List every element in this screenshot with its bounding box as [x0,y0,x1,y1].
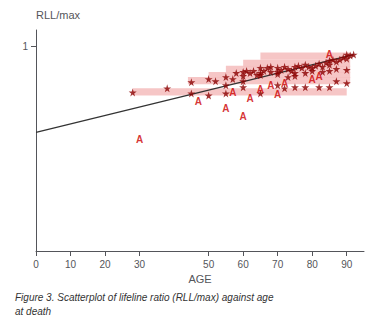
svg-text:A: A [222,103,229,114]
svg-text:20: 20 [99,259,111,270]
svg-text:A: A [229,87,236,98]
svg-text:30: 30 [134,259,146,270]
svg-text:A: A [274,89,281,100]
svg-text:10: 10 [65,259,77,270]
svg-text:A: A [281,78,288,89]
svg-text:0: 0 [33,259,39,270]
svg-text:90: 90 [341,259,353,270]
svg-text:A: A [267,79,275,91]
svg-text:80: 80 [307,259,319,270]
svg-text:A: A [246,93,253,104]
svg-text:A: A [136,134,143,145]
svg-text:70: 70 [272,259,284,270]
svg-text:A: A [326,49,333,60]
svg-text:AGE: AGE [188,273,211,285]
svg-text:A: A [240,111,247,122]
svg-text:1: 1 [22,41,28,52]
svg-text:A: A [308,73,316,85]
svg-text:60: 60 [238,259,250,270]
svg-text:50: 50 [203,259,215,270]
svg-text:A: A [257,84,264,95]
svg-text:A: A [315,71,322,82]
svg-text:RLL/max: RLL/max [36,9,81,21]
svg-text:at death: at death [15,306,52,317]
svg-text:A: A [195,96,202,107]
svg-text:Figure 3. Scatterplot of lifel: Figure 3. Scatterplot of lifeline ratio … [15,292,274,303]
